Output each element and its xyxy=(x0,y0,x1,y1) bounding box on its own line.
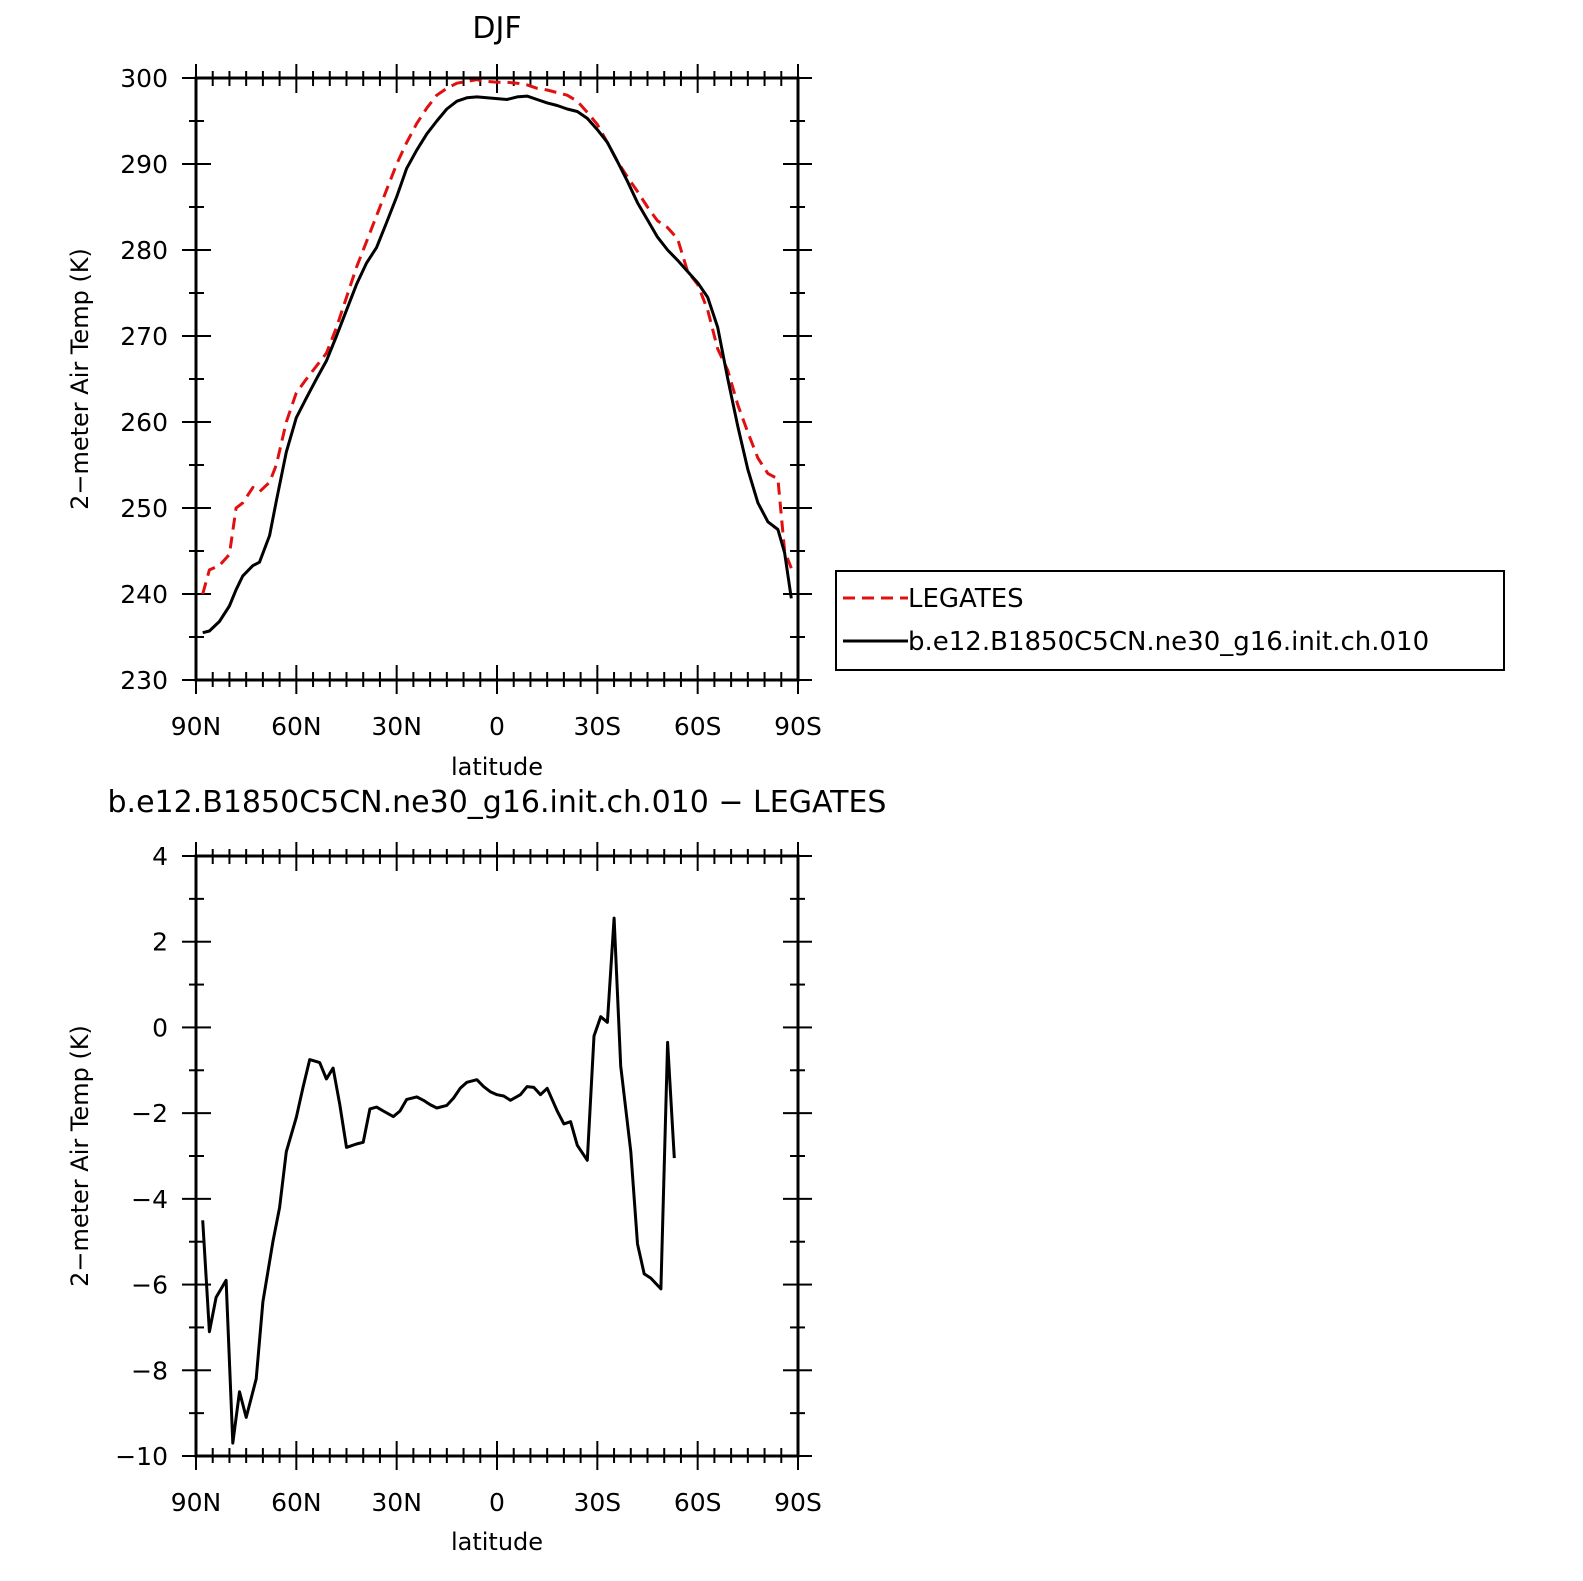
top-ytick-label: 300 xyxy=(120,64,168,93)
legend-box xyxy=(835,570,1505,671)
bottom-xtick-label: 90S xyxy=(774,1488,822,1517)
bottom-xtick-label: 90N xyxy=(171,1488,222,1517)
top-chart-panel: DJF 90N 60N 30N 0 30S 60S 90S 230 240 250 260 270 28… xyxy=(66,11,822,781)
legend-label-model: b.e12.B1850C5CN.ne30_g16.init.ch.010 xyxy=(908,627,1429,657)
bottom-xtick-label: 60S xyxy=(674,1488,722,1517)
bottom-chart-frame xyxy=(194,854,800,1458)
top-chart-frame xyxy=(194,76,800,682)
top-xtick-label: 60S xyxy=(674,712,722,741)
top-ytick-label: 270 xyxy=(120,322,168,351)
top-xtick-label: 90S xyxy=(774,712,822,741)
bottom-ytick-label: 2 xyxy=(152,928,168,957)
bottom-ytick-label: −10 xyxy=(115,1442,168,1471)
top-chart-xlabel: latitude xyxy=(451,753,543,781)
bottom-ytick-label: −6 xyxy=(131,1271,168,1300)
top-series-line-model xyxy=(202,94,793,635)
bottom-xtick-label: 30N xyxy=(371,1488,422,1517)
top-xtick-label: 30N xyxy=(371,712,422,741)
top-series-line-legates xyxy=(201,78,793,595)
bottom-xtick-label: 0 xyxy=(489,1488,505,1517)
top-chart-title: DJF xyxy=(472,11,521,46)
bottom-chart-panel: b.e12.B1850C5CN.ne30_g16.init.ch.010 − L… xyxy=(66,785,886,1556)
bottom-chart-title: b.e12.B1850C5CN.ne30_g16.init.ch.010 − L… xyxy=(108,785,887,820)
bottom-ytick-label: −8 xyxy=(131,1356,168,1385)
legend-label-legates: LEGATES xyxy=(908,584,1024,614)
bottom-ytick-label: −2 xyxy=(131,1099,168,1128)
top-xtick-label: 60N xyxy=(271,712,322,741)
top-ytick-label: 240 xyxy=(120,580,168,609)
top-ytick-label: 290 xyxy=(120,150,168,179)
top-chart-ticks: 90N 60N 30N 0 30S 60S 90S 230 240 250 260 270 280 290… xyxy=(120,64,822,741)
bottom-series-line-difference xyxy=(201,916,676,1445)
top-chart-ylabel: 2−meter Air Temp (K) xyxy=(66,248,94,510)
legend: LEGATES b.e12.B1850C5CN.ne30_g16.init.ch… xyxy=(835,570,1505,671)
bottom-chart-series xyxy=(201,916,676,1445)
bottom-ytick-label: 4 xyxy=(152,842,168,871)
bottom-chart-ylabel: 2−meter Air Temp (K) xyxy=(66,1025,94,1287)
bottom-chart-xlabel: latitude xyxy=(451,1528,543,1556)
top-xtick-label: 30S xyxy=(573,712,621,741)
top-ytick-label: 250 xyxy=(120,494,168,523)
top-xtick-label: 90N xyxy=(171,712,222,741)
bottom-ytick-label: −4 xyxy=(131,1185,168,1214)
top-ytick-label: 280 xyxy=(120,236,168,265)
top-xtick-label: 0 xyxy=(489,712,505,741)
bottom-chart-ticks: 90N 60N 30N 0 30S 60S 90S −10 −8 −6 −4 −2 0 2 4 xyxy=(115,842,822,1517)
top-ytick-label: 260 xyxy=(120,408,168,437)
top-ytick-label: 230 xyxy=(120,666,168,695)
top-chart-series xyxy=(201,78,793,635)
bottom-xtick-label: 60N xyxy=(271,1488,322,1517)
bottom-ytick-label: 0 xyxy=(152,1013,168,1042)
bottom-xtick-label: 30S xyxy=(573,1488,621,1517)
